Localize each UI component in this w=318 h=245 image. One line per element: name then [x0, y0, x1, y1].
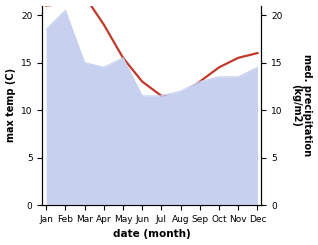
Y-axis label: med. precipitation
(kg/m2): med. precipitation (kg/m2): [291, 54, 313, 156]
Y-axis label: max temp (C): max temp (C): [5, 68, 16, 142]
X-axis label: date (month): date (month): [113, 230, 191, 239]
